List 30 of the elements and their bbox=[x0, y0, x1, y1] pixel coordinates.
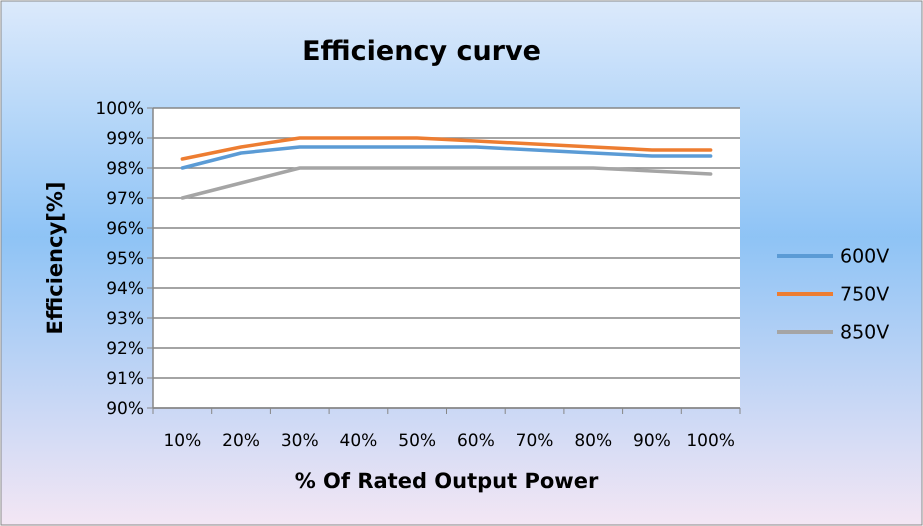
y-tick-label: 93% bbox=[106, 308, 144, 329]
legend-label: 600V bbox=[840, 246, 890, 268]
x-axis-title: % Of Rated Output Power bbox=[294, 469, 599, 493]
y-axis-title: Efficiency[%] bbox=[43, 182, 67, 334]
y-tick-label: 95% bbox=[106, 248, 144, 269]
x-tick-label: 100% bbox=[686, 431, 735, 451]
y-tick-label: 90% bbox=[106, 398, 144, 419]
legend-label: 750V bbox=[840, 284, 890, 306]
x-tick-label: 10% bbox=[163, 431, 202, 451]
x-tick-label: 80% bbox=[574, 431, 612, 451]
y-tick-label: 91% bbox=[106, 368, 144, 389]
y-tick-label: 98% bbox=[106, 158, 144, 179]
x-tick-label: 50% bbox=[398, 431, 436, 451]
y-tick-label: 92% bbox=[106, 338, 144, 359]
x-tick-label: 20% bbox=[222, 431, 260, 451]
x-tick-label: 30% bbox=[280, 431, 319, 451]
x-tick-label: 90% bbox=[633, 431, 671, 451]
y-tick-label: 96% bbox=[106, 218, 144, 239]
y-tick-label: 100% bbox=[95, 98, 144, 119]
chart-title: Efficiency curve bbox=[302, 36, 541, 67]
x-tick-label: 60% bbox=[456, 431, 495, 451]
y-tick-label: 99% bbox=[106, 128, 144, 149]
y-tick-label: 94% bbox=[106, 278, 144, 299]
legend-label: 850V bbox=[840, 322, 890, 344]
line-series bbox=[180, 136, 712, 161]
line-series bbox=[180, 166, 712, 200]
line-series bbox=[180, 145, 712, 170]
y-tick-label: 97% bbox=[106, 188, 144, 209]
x-tick-label: 70% bbox=[516, 431, 554, 451]
x-tick-label: 40% bbox=[340, 431, 378, 451]
